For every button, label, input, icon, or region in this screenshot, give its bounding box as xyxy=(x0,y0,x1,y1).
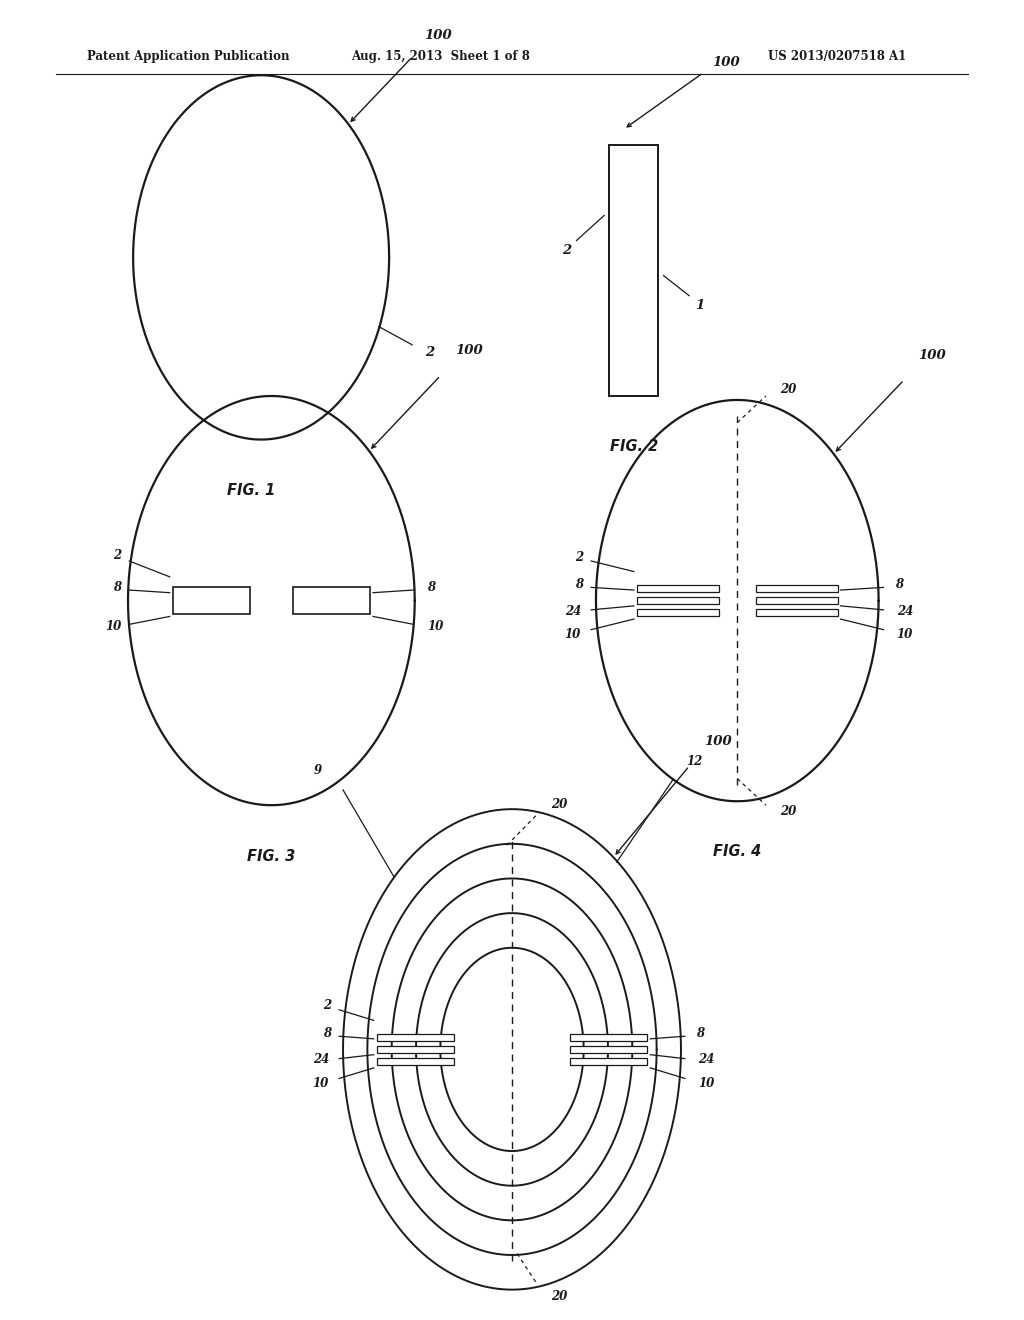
Bar xyxy=(637,586,719,591)
Text: US 2013/0207518 A1: US 2013/0207518 A1 xyxy=(768,50,906,63)
Text: 10: 10 xyxy=(312,1077,329,1090)
Text: 20: 20 xyxy=(780,383,797,396)
Text: 8: 8 xyxy=(696,1027,705,1040)
Text: 100: 100 xyxy=(712,55,740,69)
Text: 24: 24 xyxy=(897,605,913,618)
Text: 20: 20 xyxy=(780,805,797,818)
Bar xyxy=(293,587,370,614)
Text: 8: 8 xyxy=(895,578,903,591)
Bar xyxy=(756,586,838,591)
Bar xyxy=(377,1035,454,1040)
Text: FIG. 2: FIG. 2 xyxy=(609,438,658,454)
Text: FIG. 4: FIG. 4 xyxy=(713,843,762,859)
Text: 24: 24 xyxy=(312,1053,329,1067)
Text: 2: 2 xyxy=(561,244,571,257)
Bar xyxy=(377,1059,454,1064)
Bar xyxy=(637,597,719,603)
Text: 9: 9 xyxy=(313,764,322,777)
Bar xyxy=(570,1045,647,1053)
Text: 10: 10 xyxy=(698,1077,715,1090)
Bar xyxy=(756,597,838,603)
Text: 100: 100 xyxy=(705,735,732,748)
Text: 20: 20 xyxy=(551,1291,567,1303)
Text: Patent Application Publication: Patent Application Publication xyxy=(87,50,290,63)
Text: 2: 2 xyxy=(574,550,583,564)
Text: 1: 1 xyxy=(694,300,705,313)
Text: 8: 8 xyxy=(323,1027,331,1040)
Text: FIG. 3: FIG. 3 xyxy=(247,849,296,863)
Text: 20: 20 xyxy=(551,797,567,810)
Bar xyxy=(377,1045,454,1053)
Text: 10: 10 xyxy=(564,628,581,642)
Text: Aug. 15, 2013  Sheet 1 of 8: Aug. 15, 2013 Sheet 1 of 8 xyxy=(351,50,529,63)
Bar xyxy=(756,609,838,615)
Text: 24: 24 xyxy=(698,1053,715,1067)
Bar xyxy=(570,1059,647,1064)
Text: 8: 8 xyxy=(427,581,435,594)
Text: 100: 100 xyxy=(919,350,946,362)
Text: 8: 8 xyxy=(574,578,583,591)
Text: 2: 2 xyxy=(113,549,121,562)
Text: 2: 2 xyxy=(425,346,435,359)
Text: 2: 2 xyxy=(323,999,331,1012)
Text: 100: 100 xyxy=(424,29,452,42)
Bar xyxy=(570,1035,647,1040)
Bar xyxy=(173,587,250,614)
Text: 100: 100 xyxy=(456,345,483,358)
Text: FIG. 1: FIG. 1 xyxy=(226,483,275,498)
Text: 8: 8 xyxy=(113,581,121,594)
Text: 12: 12 xyxy=(686,755,702,768)
Text: 10: 10 xyxy=(104,620,121,634)
Text: 10: 10 xyxy=(427,620,443,634)
Bar xyxy=(609,145,658,396)
Text: 24: 24 xyxy=(564,605,581,618)
Bar xyxy=(637,609,719,615)
Text: 10: 10 xyxy=(897,628,913,642)
